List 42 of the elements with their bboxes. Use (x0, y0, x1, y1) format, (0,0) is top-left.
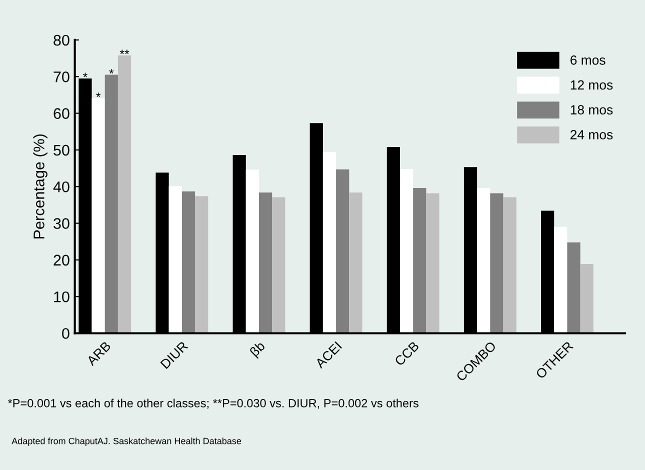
legend-label: 18 mos (570, 105, 613, 114)
y-tick-label: 50 (54, 144, 70, 156)
y-tick-label: 30 (54, 218, 70, 229)
bar (426, 193, 440, 334)
bar (118, 55, 132, 334)
legend-label: 12 mos (570, 80, 613, 90)
bar (580, 264, 594, 334)
y-tick-label: 40 (53, 181, 70, 192)
bar (246, 170, 259, 334)
bar (92, 98, 105, 334)
annotation: * (109, 69, 114, 74)
bar (503, 197, 516, 334)
bar (554, 226, 568, 334)
y-tick-label: 80 (54, 34, 70, 46)
y-tick-label: 0 (62, 328, 70, 339)
legend-label: 24 mos (570, 130, 613, 140)
bar (336, 169, 350, 334)
y-axis-title: Percentage (%) (33, 134, 48, 238)
bar (195, 196, 208, 334)
bar (322, 152, 336, 334)
y-tick-label: 20 (54, 254, 70, 266)
annotation: * (82, 72, 88, 78)
bar (477, 188, 490, 334)
bar (182, 191, 196, 334)
annotation: ** (120, 50, 130, 54)
annotation: * (96, 92, 101, 97)
bar (104, 74, 118, 334)
bar (349, 192, 362, 334)
y-tick-label: 70 (54, 71, 70, 82)
text: *P=0.001 vs each of the other classes; **P=0.030 vs. DIUR, P=0.002 vs others (8, 398, 418, 409)
text: Adapted from ChaputAJ. Saskatchewan Health Database (12, 438, 242, 446)
legend-label: 6 mos (570, 55, 606, 65)
x-tick-label: βb (249, 340, 268, 359)
y-tick-label: 60 (54, 108, 70, 119)
bar (168, 186, 182, 334)
bar (400, 168, 414, 334)
bar (413, 188, 426, 334)
bar (567, 242, 580, 334)
y-tick-label: 10 (54, 291, 70, 302)
bar (490, 193, 504, 334)
bar (258, 192, 272, 334)
bar (272, 197, 286, 334)
